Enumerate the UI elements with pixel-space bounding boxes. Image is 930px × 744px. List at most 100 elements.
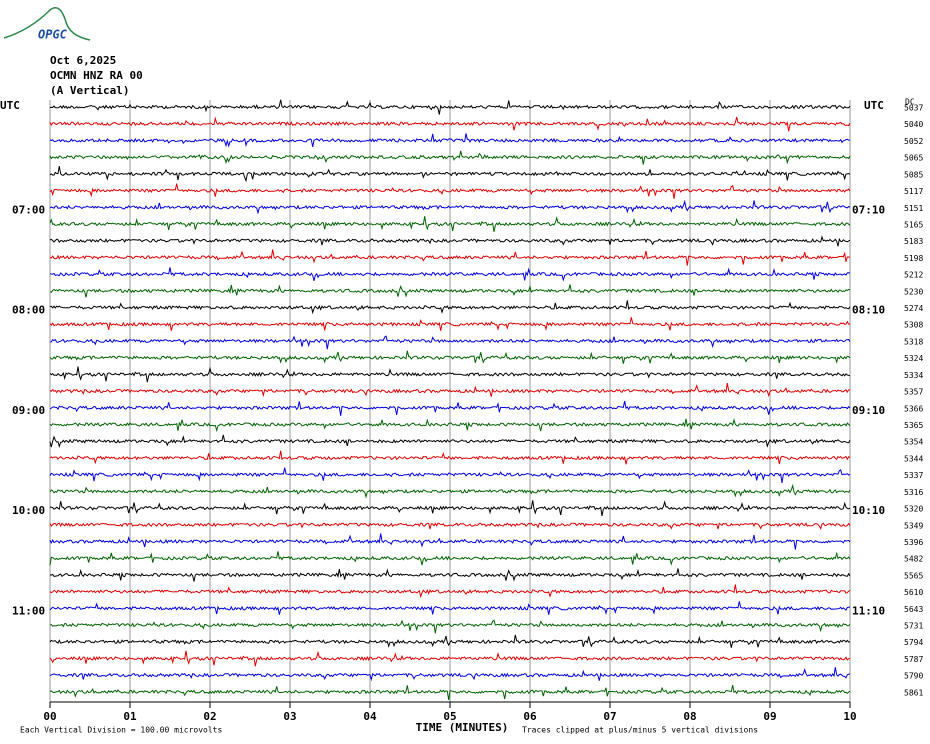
dc-value: 5198 [904, 254, 923, 263]
right-time-label: 08:10 [852, 304, 885, 317]
trace [49, 619, 851, 634]
trace [49, 551, 851, 566]
logo-shape [3, 7, 91, 41]
dc-value: 5165 [904, 220, 923, 229]
trace [49, 350, 851, 364]
dc-value: 5565 [904, 571, 923, 580]
x-tick-label: 00 [43, 710, 56, 723]
dc-value: 5354 [904, 438, 923, 447]
dc-header: DC [905, 98, 915, 107]
dc-value: 5274 [904, 304, 923, 313]
dc-value: 5117 [904, 187, 923, 196]
title-line: Oct 6,2025 [50, 54, 116, 67]
dc-value: 5085 [904, 170, 923, 179]
left-time-label: 07:00 [12, 203, 45, 216]
x-tick-label: 03 [283, 710, 296, 723]
trace [49, 418, 851, 433]
trace [49, 483, 851, 499]
trace [49, 434, 851, 448]
right-time-label: 10:10 [852, 504, 885, 517]
dc-value: 5349 [904, 521, 923, 530]
trace [49, 383, 851, 398]
x-tick-label: 04 [363, 710, 377, 723]
trace [49, 317, 851, 331]
dc-value: 5052 [904, 137, 923, 146]
x-tick-label: 06 [523, 710, 537, 723]
trace [49, 235, 851, 247]
trace [49, 634, 851, 648]
dc-value: 5482 [904, 555, 923, 564]
scale-note: Each Vertical Division = 100.00 microvol… [20, 726, 222, 735]
dc-value: 5037 [904, 104, 923, 113]
dc-value: 5320 [904, 505, 923, 514]
trace [49, 116, 851, 132]
trace [49, 216, 851, 232]
dc-value: 5308 [904, 321, 923, 330]
right-time-label: 09:10 [852, 404, 885, 417]
dc-value: 5365 [904, 421, 923, 430]
x-tick-label: 02 [203, 710, 216, 723]
x-tick-label: 05 [443, 710, 456, 723]
trace [49, 467, 851, 483]
dc-value: 5731 [904, 622, 923, 631]
left-time-label: 09:00 [12, 404, 45, 417]
trace [49, 284, 851, 298]
trace [49, 133, 851, 148]
left-time-label: 11:00 [12, 604, 45, 617]
dc-value: 5065 [904, 154, 923, 163]
dc-value: 5366 [904, 404, 923, 413]
dc-value: 5790 [904, 672, 923, 681]
dc-value: 5040 [904, 120, 923, 129]
dc-value: 5337 [904, 471, 923, 480]
clip-note: Traces clipped at plus/minus 5 vertical … [522, 726, 758, 735]
dc-value: 5643 [904, 605, 923, 614]
trace [49, 300, 851, 315]
trace [49, 601, 851, 616]
dc-value: 5318 [904, 337, 923, 346]
left-time-label: 10:00 [12, 504, 45, 517]
dc-value: 5324 [904, 354, 923, 363]
trace [49, 335, 851, 350]
trace [49, 400, 851, 416]
left-header: UTC [0, 99, 20, 112]
dc-value: 5344 [904, 454, 923, 463]
x-axis-label: TIME (MINUTES) [416, 721, 509, 734]
x-tick-label: 08 [683, 710, 696, 723]
trace [49, 150, 851, 165]
trace [49, 667, 851, 682]
trace [49, 584, 851, 599]
trace [49, 684, 851, 700]
trace [49, 522, 851, 530]
dc-value: 5316 [904, 488, 923, 497]
dc-value: 5334 [904, 371, 923, 380]
trace [49, 450, 851, 465]
left-time-label: 08:00 [12, 304, 45, 317]
trace [49, 650, 851, 667]
dc-value: 5861 [904, 688, 923, 697]
dc-value: 5610 [904, 588, 923, 597]
right-time-label: 07:10 [852, 203, 885, 216]
trace [49, 267, 851, 282]
trace [49, 249, 851, 266]
trace [49, 199, 851, 215]
dc-value: 5212 [904, 271, 923, 280]
right-header: UTC [864, 99, 884, 112]
trace [49, 500, 851, 516]
x-tick-label: 01 [123, 710, 137, 723]
trace [49, 568, 851, 582]
dc-value: 5357 [904, 388, 923, 397]
dc-value: 5787 [904, 655, 923, 664]
dc-value: 5230 [904, 287, 923, 296]
x-tick-label: 07 [603, 710, 616, 723]
logo: OPGC [38, 28, 68, 42]
dc-value: 5183 [904, 237, 923, 246]
trace [49, 366, 851, 383]
dc-value: 5151 [904, 204, 923, 213]
title-line: OCMN HNZ RA 00 [50, 69, 143, 82]
right-time-label: 11:10 [852, 604, 885, 617]
trace [49, 99, 851, 115]
trace [49, 533, 851, 550]
x-tick-label: 09 [763, 710, 776, 723]
dc-value: 5794 [904, 638, 923, 647]
